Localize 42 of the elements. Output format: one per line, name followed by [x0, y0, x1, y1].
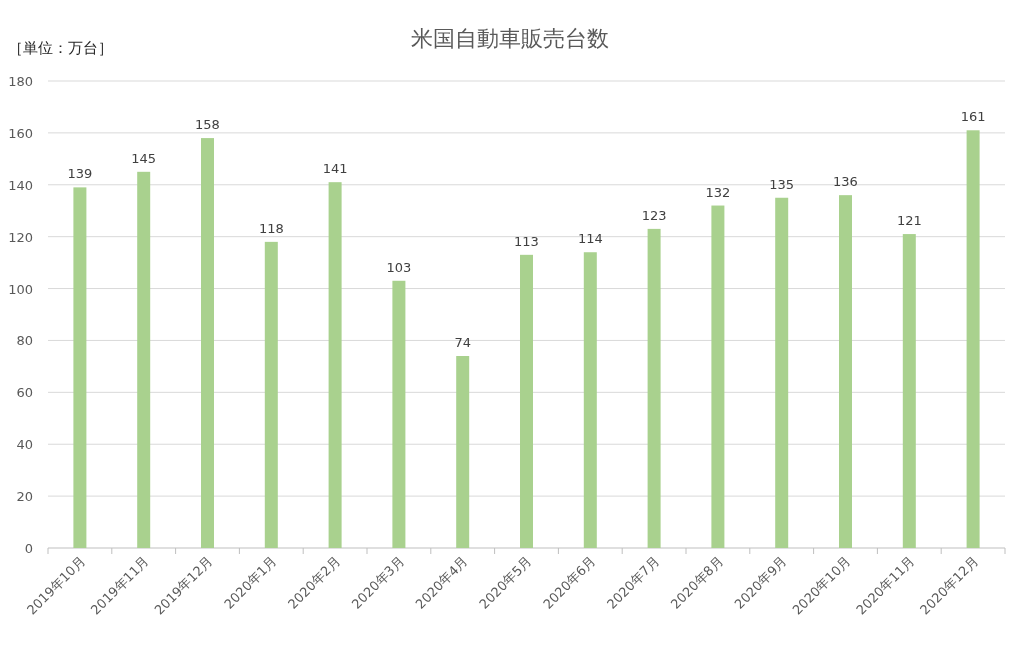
y-tick-label: 100 — [8, 281, 33, 297]
data-label: 132 — [705, 184, 731, 200]
bar — [902, 234, 916, 548]
y-tick-label: 120 — [8, 229, 33, 245]
data-label: 118 — [258, 220, 284, 236]
y-tick-label: 40 — [16, 437, 33, 453]
bar — [392, 280, 406, 548]
bar — [583, 252, 597, 548]
bar — [328, 182, 342, 548]
bar — [456, 356, 470, 548]
y-tick-label: 160 — [8, 125, 33, 141]
data-label: 135 — [769, 176, 795, 192]
y-tick-label: 20 — [16, 489, 33, 505]
bar — [73, 187, 87, 548]
bar — [775, 197, 789, 548]
bar — [839, 195, 852, 548]
data-label: 121 — [896, 213, 922, 229]
bar — [137, 171, 151, 548]
y-tick-label: 140 — [8, 177, 33, 193]
text: ［単位：万台］ — [8, 39, 113, 57]
bar — [966, 130, 980, 548]
bar — [264, 241, 278, 548]
data-label: 123 — [641, 207, 667, 223]
y-tick-label: 80 — [16, 333, 33, 349]
data-label: 161 — [960, 109, 986, 125]
data-label: 114 — [577, 231, 603, 247]
bar — [711, 205, 725, 548]
data-label: 103 — [386, 259, 412, 275]
data-label: 113 — [514, 233, 539, 249]
data-label: 136 — [833, 174, 858, 190]
data-label: 141 — [322, 161, 348, 177]
data-label: 158 — [195, 117, 220, 133]
y-tick-label: 0 — [24, 541, 33, 556]
data-label: 145 — [131, 150, 157, 166]
y-tick-label: 180 — [8, 74, 33, 89]
y-tick-label: 60 — [16, 385, 33, 401]
data-label: 74 — [454, 335, 471, 351]
data-label: 139 — [67, 166, 93, 182]
chart-title: 米国自動車販売台数 — [411, 26, 609, 51]
bar — [201, 138, 214, 548]
bar — [520, 254, 533, 548]
bar — [647, 228, 661, 548]
